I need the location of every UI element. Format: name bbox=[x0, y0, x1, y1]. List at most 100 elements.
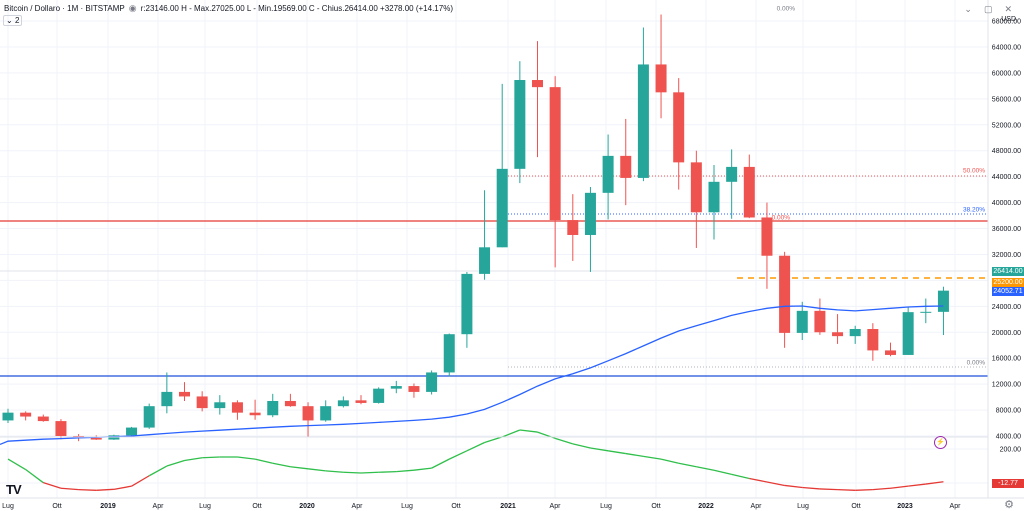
candle-body bbox=[584, 192, 596, 235]
oscillator-segment bbox=[872, 487, 891, 491]
candle-body bbox=[708, 181, 720, 213]
moving-average bbox=[0, 305, 944, 446]
oscillator-segment bbox=[731, 473, 750, 480]
candle-body bbox=[655, 64, 667, 93]
y-tick-label: 200.00 bbox=[1000, 447, 1022, 454]
y-tick-label: 12000.00 bbox=[992, 382, 1021, 389]
oscillator-segment bbox=[413, 467, 432, 471]
oscillator-segment bbox=[360, 471, 379, 474]
last-price-tag: 26414.00 bbox=[992, 267, 1024, 276]
oscillator-segment bbox=[572, 443, 591, 449]
oscillator-segment bbox=[696, 466, 715, 471]
oscillator-segment bbox=[290, 466, 309, 470]
y-tick-label: 36000.00 bbox=[992, 226, 1021, 233]
y-tick-label: 56000.00 bbox=[992, 96, 1021, 103]
square-icon[interactable]: ▢ bbox=[983, 4, 993, 14]
oscillator-segment bbox=[554, 437, 573, 445]
oscillator-segment bbox=[908, 483, 926, 487]
y-tick-label: 40000.00 bbox=[992, 200, 1021, 207]
x-tick-label: 2021 bbox=[500, 503, 516, 510]
candle-body bbox=[231, 402, 243, 413]
y-tick-label: 52000.00 bbox=[992, 122, 1021, 129]
oscillator-segment bbox=[43, 482, 62, 489]
x-tick-label: Apr bbox=[153, 503, 165, 510]
orange-line-tag: 25200.00 bbox=[992, 278, 1024, 287]
candle-body bbox=[902, 312, 914, 355]
y-tick-label: 64000.00 bbox=[992, 44, 1021, 51]
x-tick-label: Apr bbox=[751, 503, 763, 510]
candle-body bbox=[479, 247, 491, 274]
fib-label: 50.00% bbox=[963, 168, 985, 175]
oscillator-segment bbox=[607, 450, 626, 455]
candle-body bbox=[496, 168, 508, 248]
candle-body bbox=[249, 412, 261, 416]
oscillator-segment bbox=[802, 486, 820, 490]
oscillator-tag: -12.77 bbox=[992, 479, 1024, 488]
candle-body bbox=[937, 290, 949, 312]
candle-body bbox=[302, 406, 314, 421]
candle-body bbox=[20, 412, 32, 417]
ma-line bbox=[0, 305, 944, 446]
grid bbox=[0, 0, 988, 498]
candles bbox=[2, 14, 949, 442]
candle-body bbox=[726, 166, 738, 182]
candle-body bbox=[796, 310, 808, 333]
oscillator-segment bbox=[307, 468, 326, 472]
x-tick-label: Apr bbox=[550, 503, 562, 510]
fib-label: 0.00% bbox=[967, 360, 986, 367]
oscillator-segment bbox=[501, 429, 521, 438]
candle-body bbox=[90, 437, 102, 440]
candle-body bbox=[637, 64, 649, 178]
candle-body bbox=[532, 80, 543, 88]
x-tick-label: 2023 bbox=[897, 503, 913, 510]
oscillator-segment bbox=[148, 465, 168, 477]
fib-label: 0.00% bbox=[777, 6, 796, 13]
x-tick-label: Lug bbox=[199, 503, 211, 510]
oscillator-segment bbox=[837, 488, 856, 491]
eye-icon[interactable]: ◉ bbox=[128, 3, 137, 13]
oscillator-segment bbox=[766, 481, 785, 487]
currency-label: USD bbox=[1001, 16, 1016, 23]
chevron-down-icon[interactable]: ⌄ bbox=[964, 4, 972, 14]
candle-body bbox=[920, 311, 932, 313]
candle-body bbox=[461, 273, 473, 335]
tradingview-logo-icon: TV bbox=[6, 482, 22, 497]
oscillator-segment bbox=[466, 441, 485, 452]
candle-body bbox=[2, 412, 14, 421]
candle-body bbox=[143, 406, 155, 428]
x-tick-label: 2019 bbox=[100, 503, 116, 510]
gear-icon[interactable]: ⚙ bbox=[1004, 499, 1014, 511]
candle-body bbox=[885, 350, 896, 355]
oscillator-segment bbox=[431, 458, 450, 469]
oscillator-segment bbox=[625, 452, 644, 457]
candle-body bbox=[284, 400, 296, 407]
close-icon[interactable]: ✕ bbox=[1004, 4, 1012, 14]
oscillator-segment bbox=[925, 481, 944, 485]
y-tick-label: 44000.00 bbox=[992, 174, 1021, 181]
symbol-title[interactable]: Bitcoin / Dollaro · 1M · BITSTAMP bbox=[4, 4, 125, 13]
oscillator-segment bbox=[202, 456, 220, 459]
x-tick-label: Lug bbox=[797, 503, 809, 510]
chart-header: Bitcoin / Dollaro · 1M · BITSTAMP ◉ r:23… bbox=[4, 3, 453, 14]
oscillator-segment bbox=[519, 429, 538, 433]
oscillator-segment bbox=[855, 488, 873, 491]
candle-body bbox=[567, 220, 579, 235]
candle-body bbox=[267, 400, 279, 416]
oscillator-segment bbox=[7, 458, 26, 471]
horizontal-lines: 0.00% 50.00% 38.20% 0.00% 0.00% bbox=[0, 6, 988, 377]
study-count-badge[interactable]: ⌄ 2 bbox=[3, 15, 23, 26]
candle-body bbox=[690, 162, 702, 213]
candle-body bbox=[37, 416, 49, 422]
oscillator-segment bbox=[660, 458, 679, 464]
candle-body bbox=[832, 332, 844, 337]
y-tick-label: 48000.00 bbox=[992, 148, 1021, 155]
candle-body bbox=[849, 329, 861, 337]
x-tick-label: Lug bbox=[600, 503, 612, 510]
lightning-icon[interactable]: ⚡ bbox=[934, 436, 947, 449]
oscillator-segment bbox=[784, 484, 803, 489]
top-right-icons: ⌄ ▢ ✕ bbox=[964, 4, 1012, 15]
oscillator-segment bbox=[254, 458, 273, 464]
candle-body bbox=[514, 80, 526, 169]
candle-body bbox=[620, 155, 632, 178]
